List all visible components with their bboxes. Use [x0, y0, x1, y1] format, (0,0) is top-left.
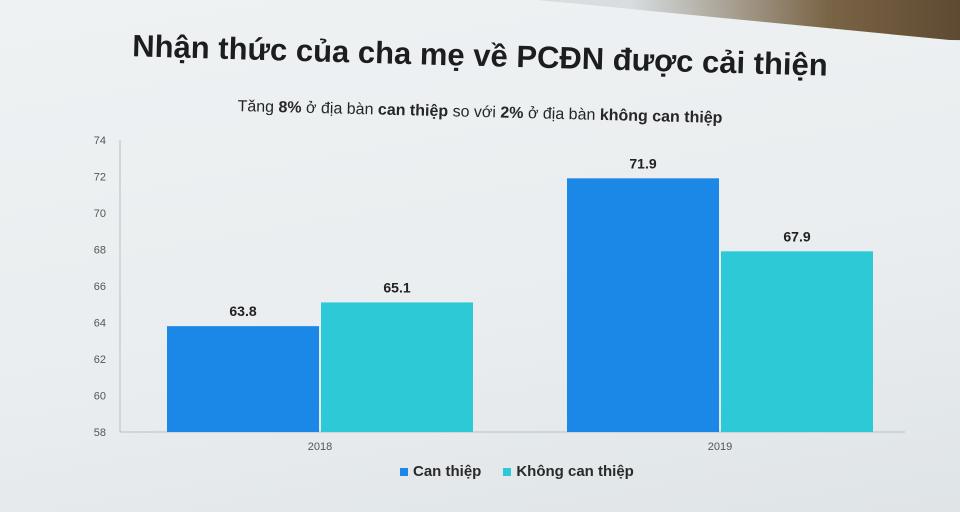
data-label: 65.1: [383, 279, 410, 295]
data-label: 67.9: [783, 228, 810, 244]
legend-item-khong-can-thiep: Không can thiệp: [503, 463, 634, 480]
legend-swatch: [503, 467, 512, 476]
legend-swatch: [400, 467, 408, 476]
y-tick-label: 64: [94, 318, 106, 330]
legend: Can thiệp Không can thiệp: [400, 463, 634, 480]
x-tick-label: 2018: [308, 441, 332, 453]
bar-2019-can-thiep: [567, 178, 719, 432]
bar-2019-khong-can-thiep: [721, 251, 873, 432]
data-label: 71.9: [629, 155, 656, 171]
y-tick-label: 68: [94, 245, 106, 257]
y-tick-label: 70: [94, 208, 106, 220]
y-tick-label: 74: [94, 135, 106, 147]
bar-2018-khong-can-thiep: [321, 302, 473, 432]
legend-label: Can thiệp: [413, 463, 482, 480]
y-tick-label: 66: [94, 281, 106, 293]
x-tick-label: 2019: [708, 441, 732, 453]
data-label: 63.8: [229, 303, 256, 319]
legend-item-can-thiep: Can thiệp: [400, 463, 481, 480]
y-tick-label: 58: [94, 427, 106, 439]
y-tick-label: 60: [94, 391, 106, 403]
bar-2018-can-thiep: [167, 326, 319, 432]
y-tick-label: 72: [94, 172, 106, 184]
y-tick-label: 62: [94, 354, 106, 366]
legend-label: Không can thiệp: [516, 463, 634, 480]
